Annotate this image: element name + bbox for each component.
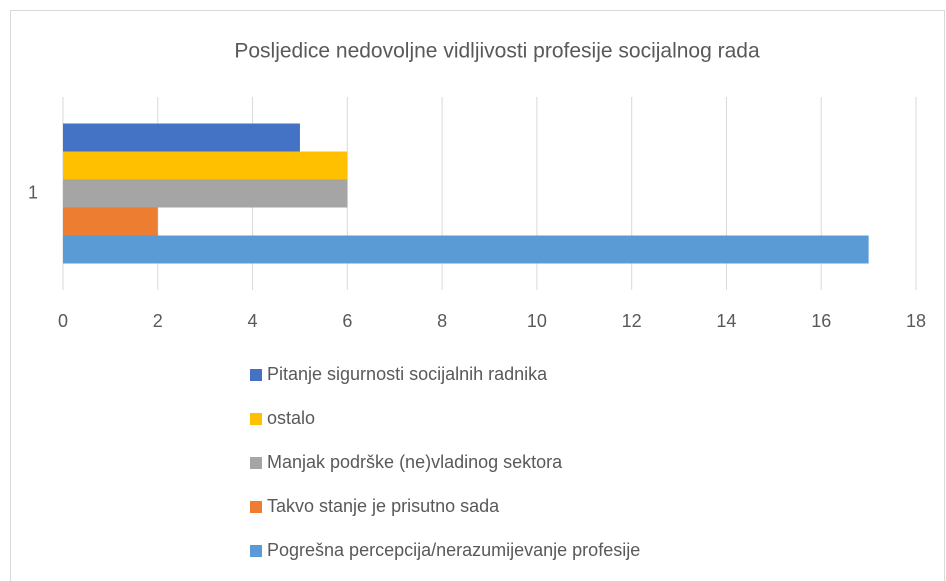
legend-label: Pitanje sigurnosti socijalnih radnika	[267, 364, 548, 384]
x-tick-label: 12	[622, 311, 642, 331]
bar	[63, 123, 300, 152]
bar	[63, 151, 348, 180]
chart-title: Posljedice nedovoljne vidljivosti profes…	[234, 40, 760, 63]
legend-label: ostalo	[267, 408, 315, 428]
x-tick-label: 8	[437, 311, 447, 331]
legend-swatch	[250, 545, 262, 557]
x-tick-label: 6	[342, 311, 352, 331]
x-tick-label: 18	[906, 311, 926, 331]
bar	[63, 235, 869, 264]
x-tick-label: 4	[248, 311, 258, 331]
legend-swatch	[250, 501, 262, 513]
legend-swatch	[250, 413, 262, 425]
x-tick-label: 16	[811, 311, 831, 331]
x-tick-label: 10	[527, 311, 547, 331]
legend-label: Pogrešna percepcija/nerazumijevanje prof…	[267, 540, 640, 560]
x-tick-label: 2	[153, 311, 163, 331]
x-tick-label: 0	[58, 311, 68, 331]
bar	[63, 207, 158, 236]
bar	[63, 179, 348, 208]
legend-label: Manjak podrške (ne)vladinog sektora	[267, 452, 563, 472]
chart-border	[10, 10, 945, 581]
y-tick-label: 1	[28, 182, 38, 202]
legend-swatch	[250, 457, 262, 469]
legend-label: Takvo stanje je prisutno sada	[267, 496, 500, 516]
legend-swatch	[250, 369, 262, 381]
x-tick-label: 14	[716, 311, 736, 331]
